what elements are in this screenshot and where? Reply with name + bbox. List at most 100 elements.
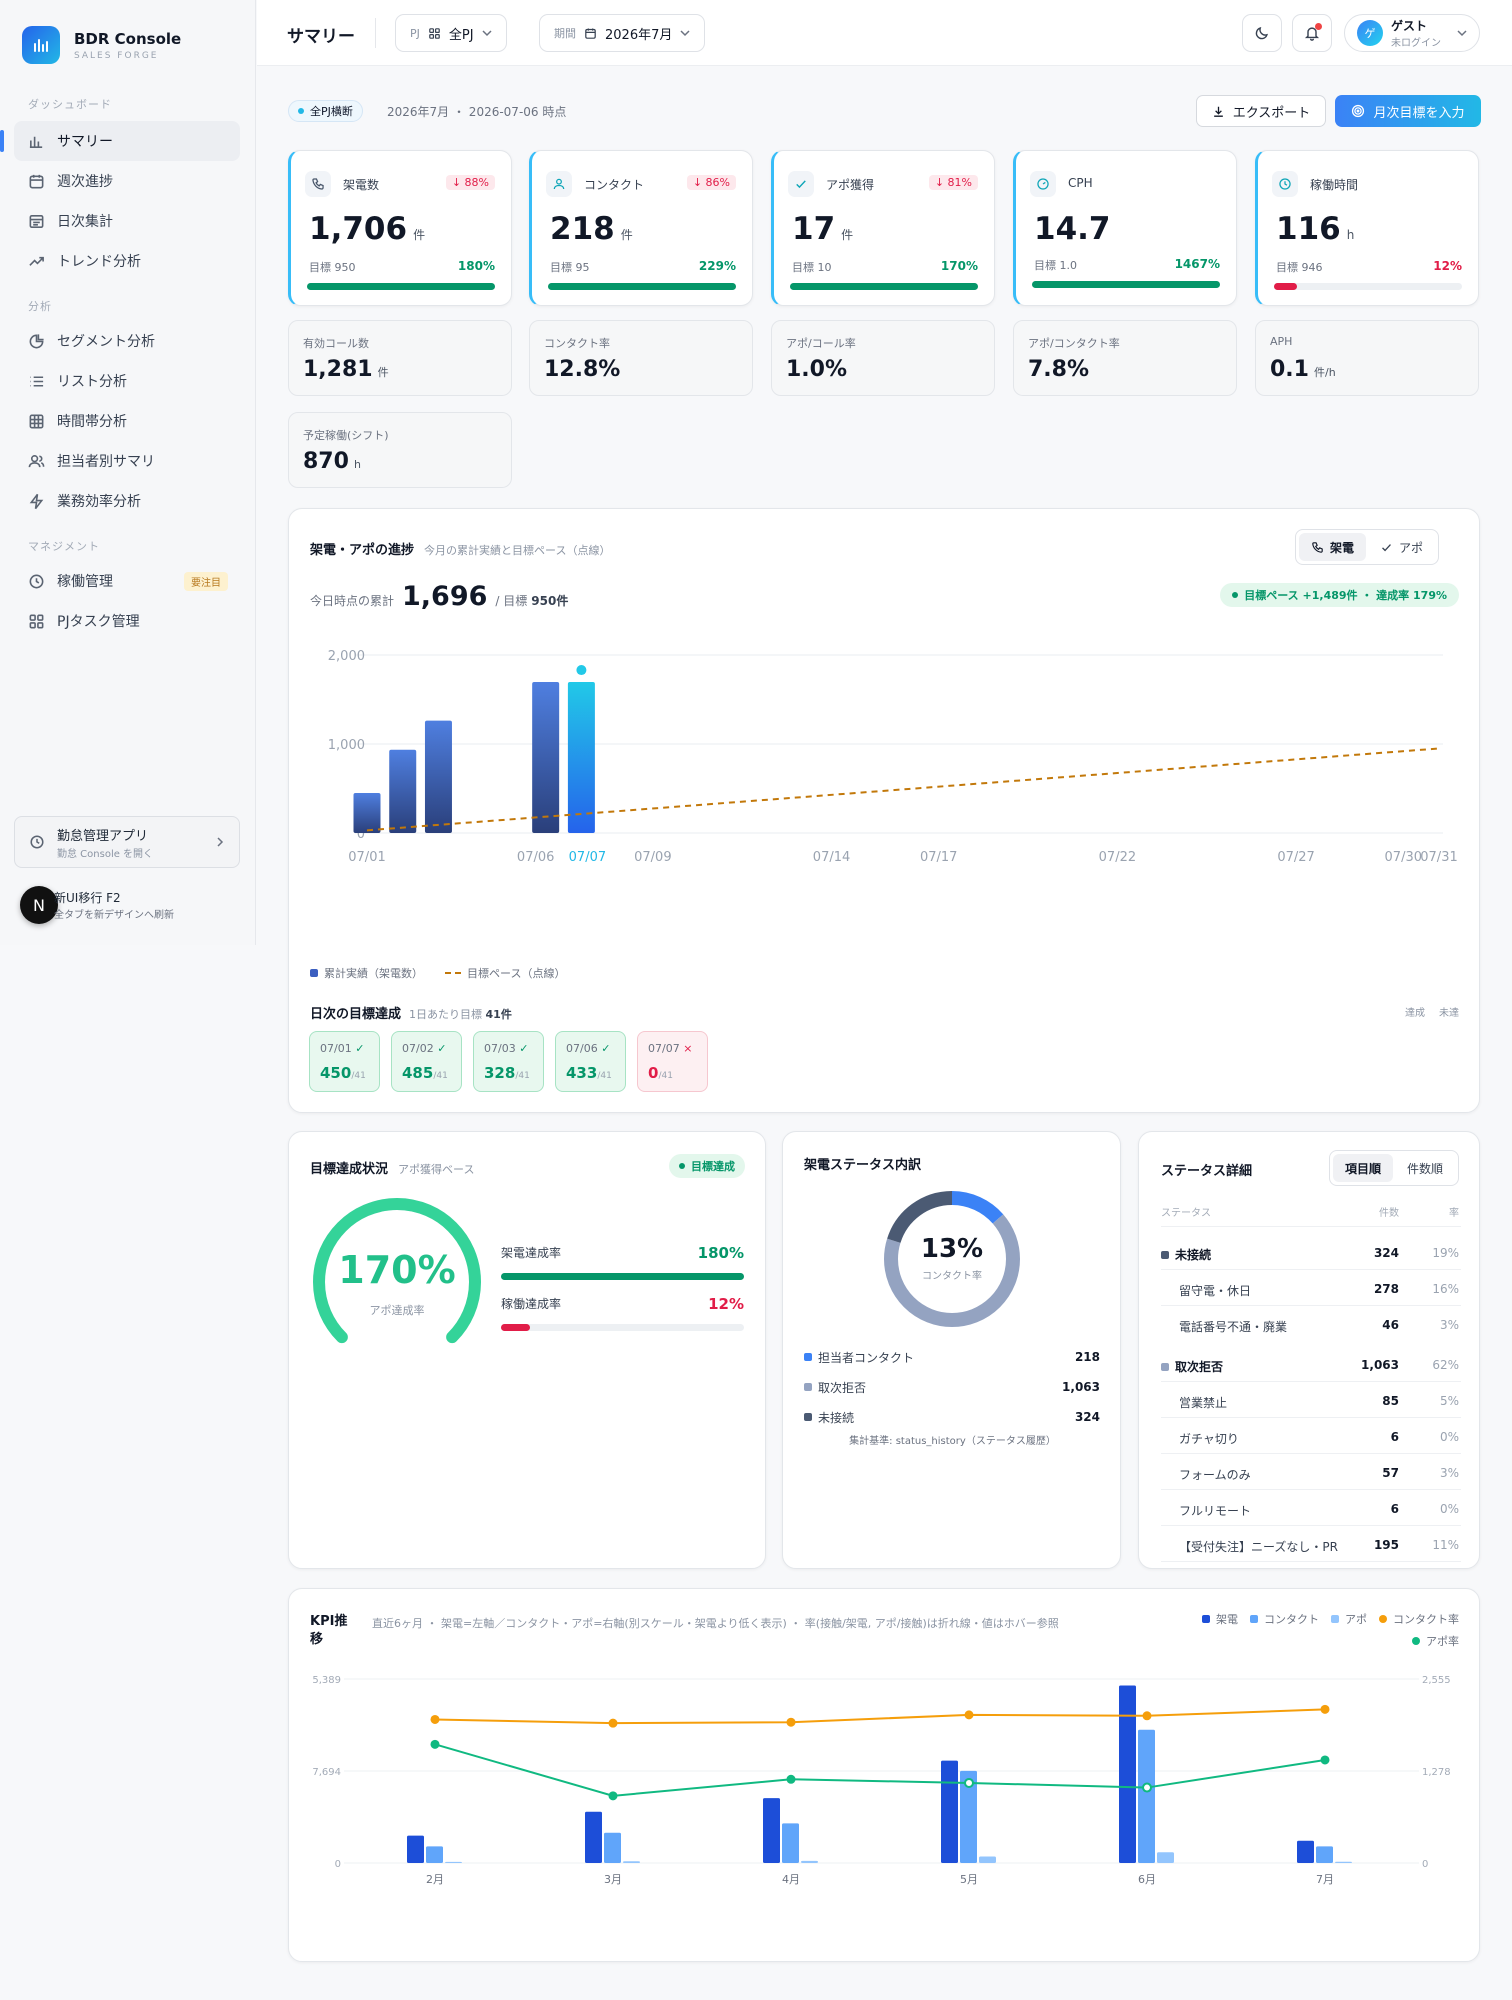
legend-actual: 累計実績（架電数） [310, 965, 423, 981]
legend-value: 324 [1074, 1410, 1100, 1424]
bar-架電 [1297, 1840, 1314, 1863]
subkpi-label: 予定稼働(シフト) [303, 429, 389, 442]
status-row: ガチャ切り 6 0% [1161, 1418, 1461, 1454]
status-rate: 19% [1432, 1246, 1459, 1260]
period-selector[interactable]: 期間 2026年7月 [539, 14, 706, 52]
sidebar-item-list[interactable]: リスト分析 [14, 361, 240, 401]
bar-cumulative [424, 720, 452, 833]
toggle-calls[interactable]: 架電 [1299, 533, 1367, 561]
goal-row-bar [501, 1324, 744, 1331]
status-donut-title: 架電ステータス内訳 [804, 1158, 922, 1173]
n-badge-icon: N [20, 886, 58, 924]
status-count: 278 [1373, 1282, 1399, 1296]
user-menu[interactable]: ゲ ゲスト 未ログイン [1344, 14, 1480, 52]
export-label: エクスポート [1232, 105, 1311, 121]
toggle-appo[interactable]: アポ [1368, 533, 1435, 561]
bar-アポ [1335, 1861, 1352, 1863]
day-mark: ✓ [519, 1042, 529, 1055]
kpi-achievement: 1467% [1174, 257, 1220, 271]
toggle-calls-label: 架電 [1330, 540, 1355, 555]
export-button[interactable]: エクスポート [1196, 95, 1326, 127]
kpi-target: 目標 950 [309, 261, 356, 274]
sidebar-item-weekly[interactable]: 週次進捗 [14, 161, 240, 201]
x-tick-label: 4月 [782, 1873, 800, 1886]
y-left-tick: 5,389 [312, 1675, 341, 1686]
header-divider [375, 18, 376, 48]
legend-swatch [804, 1383, 812, 1391]
bar-架電 [941, 1760, 958, 1863]
notification-button[interactable] [1292, 14, 1332, 52]
goal-card: 目標達成状況 アポ獲得ベース 目標達成 170% アポ達成率 架電達成率 180%… [288, 1131, 766, 1569]
kpi-delta: ↓ 81% [928, 175, 978, 190]
brand-logo-icon [22, 26, 60, 64]
kpi-title: 稼働時間 [1310, 178, 1359, 192]
sidebar-item-segment[interactable]: セグメント分析 [14, 321, 240, 361]
new-ui-migration[interactable]: N 新UI移行 F2 全タブを新デザインへ刷新 [20, 886, 174, 924]
col-count: 件数 [1379, 1208, 1399, 1219]
point-アポ率 [1142, 1782, 1152, 1793]
status-count: 57 [1382, 1466, 1399, 1480]
kpi-unit: 件 [620, 228, 633, 242]
daily-legend-ok: 達成 [1405, 1008, 1425, 1019]
kpi-card-contacts: コンタクト ↓ 86% 218 件 目標 95 229% [529, 150, 753, 306]
legend-item: 架電 [1202, 1611, 1238, 1627]
check-icon [1382, 543, 1391, 551]
pj-selector[interactable]: PJ 全PJ [395, 14, 507, 52]
point-アポ率 [608, 1791, 618, 1801]
day-value: 433 [566, 1064, 598, 1082]
status-row: 【受付失注】ニーズなし・PR 195 11% [1161, 1526, 1461, 1562]
x-tick-label: 07/31 [1420, 850, 1457, 865]
kpi-trend-legend: 架電 コンタクト アポ コンタクト率 アポ率 [1159, 1611, 1459, 1649]
sidebar-item-pj-task[interactable]: PJタスク管理 [14, 601, 240, 641]
sidebar-item-summary[interactable]: サマリー [14, 121, 240, 161]
day-date: 07/03 [484, 1042, 516, 1055]
sidebar-item-daily[interactable]: 日次集計 [14, 201, 240, 241]
line-コンタクト率 [434, 1708, 1326, 1725]
y-tick-label: 1,000 [328, 738, 365, 753]
status-group-row: 取次拒否 1,063 62% [1161, 1346, 1461, 1382]
legend-label: 架電 [1216, 1613, 1238, 1626]
sidebar-item-trend[interactable]: トレンド分析 [14, 241, 240, 281]
pace-dot [1232, 592, 1239, 598]
legend-label: アポ率 [1426, 1635, 1459, 1648]
migrate-title: 新UI移行 F2 [54, 891, 121, 905]
sort-count-order[interactable]: 件数順 [1406, 1161, 1443, 1176]
donut-slice [884, 1191, 1020, 1327]
kpi-title: コンタクト [584, 178, 645, 192]
goal-badge-text: 目標達成 [691, 1160, 735, 1173]
bell-icon [1304, 27, 1320, 41]
sidebar-item-label: トレンド分析 [57, 254, 141, 270]
legend-label: 取次拒否 [818, 1380, 867, 1395]
sidebar-item-label: PJタスク管理 [57, 614, 140, 630]
pace-line [366, 747, 1440, 832]
bolt-icon [29, 493, 44, 509]
kintai-app-link[interactable]: 勤怠管理アプリ 勤怠 Console を開く [14, 816, 240, 868]
point-アポ率 [786, 1774, 796, 1784]
legend-label: 担当者コンタクト [818, 1350, 915, 1365]
speed-icon [1030, 171, 1056, 197]
sort-item-order[interactable]: 項目順 [1332, 1154, 1393, 1182]
day-mark: ✓ [355, 1042, 365, 1055]
kpi-progress-fill [307, 283, 495, 290]
kpi-target: 目標 1.0 [1034, 259, 1077, 272]
brand[interactable]: BDR Console SALES FORGE [22, 26, 181, 64]
nav-section-management: マネジメント [28, 540, 100, 553]
daily-chip: 07/06 ✓ 433/41 [555, 1031, 626, 1092]
goal-title: 目標達成状況 アポ獲得ベース [310, 1158, 474, 1177]
kpi-trend-description: 直近6ヶ月 ・ 架電=左軸／コンタクト・アポ=右軸(別スケール・架電より低く表示… [372, 1617, 1059, 1630]
x-tick-label: 07/27 [1277, 850, 1314, 865]
sidebar-item-efficiency[interactable]: 業務効率分析 [14, 481, 240, 521]
sidebar-item-timeslot[interactable]: 時間帯分析 [14, 401, 240, 441]
scope-meta: 2026年7月 ・ 2026-07-06 時点 [387, 105, 567, 119]
day-mark: ✓ [601, 1042, 611, 1055]
x-tick-label: 2月 [426, 1873, 444, 1886]
pj-selector-value: 全PJ [448, 27, 474, 43]
sidebar-item-members[interactable]: 担当者別サマリ [14, 441, 240, 481]
subkpi-value: 0.1 [1270, 357, 1309, 382]
monthly-target-button[interactable]: 月次目標を入力 [1335, 95, 1481, 127]
kpi-progress-fill [1274, 283, 1297, 290]
theme-toggle-button[interactable] [1242, 14, 1282, 52]
sidebar-item-operation[interactable]: 稼働管理 要注目 [14, 561, 240, 601]
daily-title: 日次の目標達成 1日あたり目標 41件 [310, 1003, 512, 1022]
daily-legend: 達成 未達 [1405, 1004, 1459, 1019]
